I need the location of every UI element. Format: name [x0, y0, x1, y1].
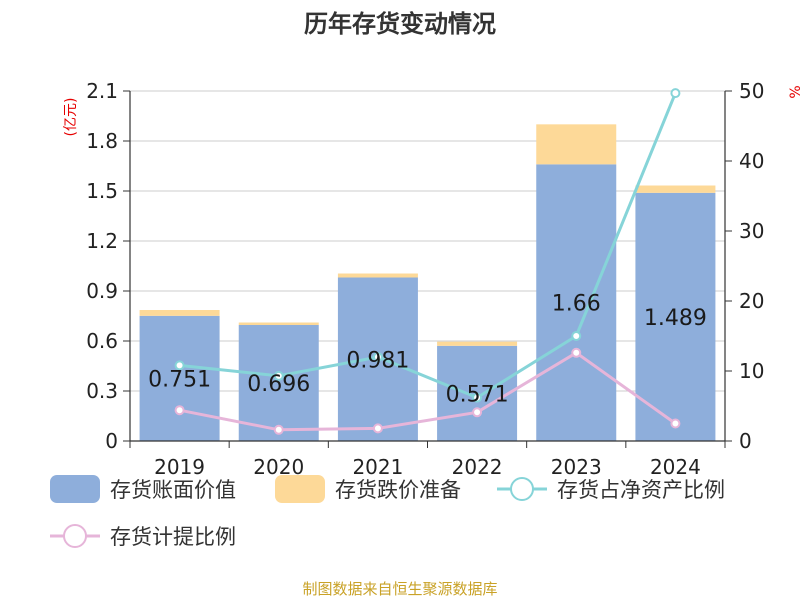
data-labels: 0.751 0.696 0.981 0.571 1.66 1.489 — [148, 292, 707, 408]
right-tick-label: 40 — [739, 149, 764, 173]
right-axis-unit: % — [788, 85, 800, 98]
right-tick-label: 30 — [739, 219, 764, 243]
point-net-asset-ratio — [372, 352, 383, 362]
axes: 0 0.3 0.6 0.9 1.2 1.5 1.8 2.1 0 10 20 30 40 50 2019 202… — [86, 79, 764, 479]
chart-title: 历年存货变动情况 — [304, 10, 496, 38]
point-net-asset-ratio — [273, 370, 284, 381]
left-tick-label: 1.2 — [86, 229, 118, 253]
series-lines — [174, 88, 681, 435]
right-tick-label: 20 — [739, 289, 764, 313]
bar-book-value — [238, 325, 319, 441]
bar-impairment-provision — [337, 273, 418, 278]
line-provision-ratio — [179, 351, 677, 432]
left-tick-label: 0.9 — [86, 279, 118, 303]
x-tick-label: 2024 — [650, 455, 701, 479]
point-provision-ratio — [372, 423, 383, 434]
grid-lines — [130, 90, 725, 442]
bar-value-label: 0.751 — [148, 367, 211, 392]
left-tick-label: 1.8 — [86, 129, 118, 153]
legend-swatch — [275, 475, 325, 503]
legend-label: 存货跌价准备 — [335, 478, 461, 502]
bar-book-value — [635, 192, 716, 441]
bar-impairment-provision — [635, 185, 716, 193]
line-net-asset-ratio — [179, 92, 677, 400]
x-tick-label: 2023 — [551, 455, 602, 479]
legend-label: 存货占净资产比例 — [557, 478, 725, 502]
point-net-asset-ratio — [670, 88, 681, 99]
point-provision-ratio — [174, 405, 185, 416]
x-tick-label: 2021 — [352, 455, 403, 479]
x-tick-label: 2019 — [154, 455, 205, 479]
bars — [139, 124, 716, 442]
legend-swatch — [50, 475, 100, 503]
left-tick-label: 2.1 — [86, 79, 118, 103]
left-tick-label: 0 — [105, 429, 118, 453]
bar-value-label: 0.571 — [446, 382, 509, 407]
point-net-asset-ratio — [174, 360, 185, 371]
right-tick-label: 0 — [739, 429, 752, 453]
left-tick-label: 1.5 — [86, 179, 118, 203]
source-footer: 制图数据来自恒生聚源数据库 — [302, 580, 497, 598]
bar-value-label: 1.66 — [552, 292, 601, 317]
bar-book-value — [536, 164, 617, 442]
bar-impairment-provision — [437, 341, 518, 346]
bar-value-label: 0.696 — [247, 372, 310, 397]
legend-marker — [510, 477, 534, 501]
bar-impairment-provision — [536, 124, 617, 165]
point-provision-ratio — [670, 418, 681, 429]
x-tick-label: 2022 — [452, 455, 503, 479]
legend-label: 存货计提比例 — [110, 525, 236, 549]
point-net-asset-ratio — [571, 331, 582, 341]
point-net-asset-ratio — [472, 392, 483, 403]
bar-impairment-provision — [238, 322, 319, 325]
point-provision-ratio — [273, 424, 284, 435]
point-provision-ratio — [571, 347, 582, 358]
bar-book-value — [139, 315, 220, 441]
legend-marker — [63, 524, 87, 548]
legend-label: 存货账面价值 — [110, 478, 236, 502]
right-tick-label: 50 — [739, 79, 764, 103]
bar-value-label: 0.981 — [346, 348, 409, 373]
left-tick-label: 0.6 — [86, 329, 118, 353]
right-tick-label: 10 — [739, 359, 764, 383]
point-provision-ratio — [472, 407, 483, 418]
bar-impairment-provision — [139, 310, 220, 316]
left-tick-label: 0.3 — [86, 379, 118, 403]
left-axis-unit: (亿元) — [63, 98, 79, 137]
bar-value-label: 1.489 — [644, 306, 707, 331]
